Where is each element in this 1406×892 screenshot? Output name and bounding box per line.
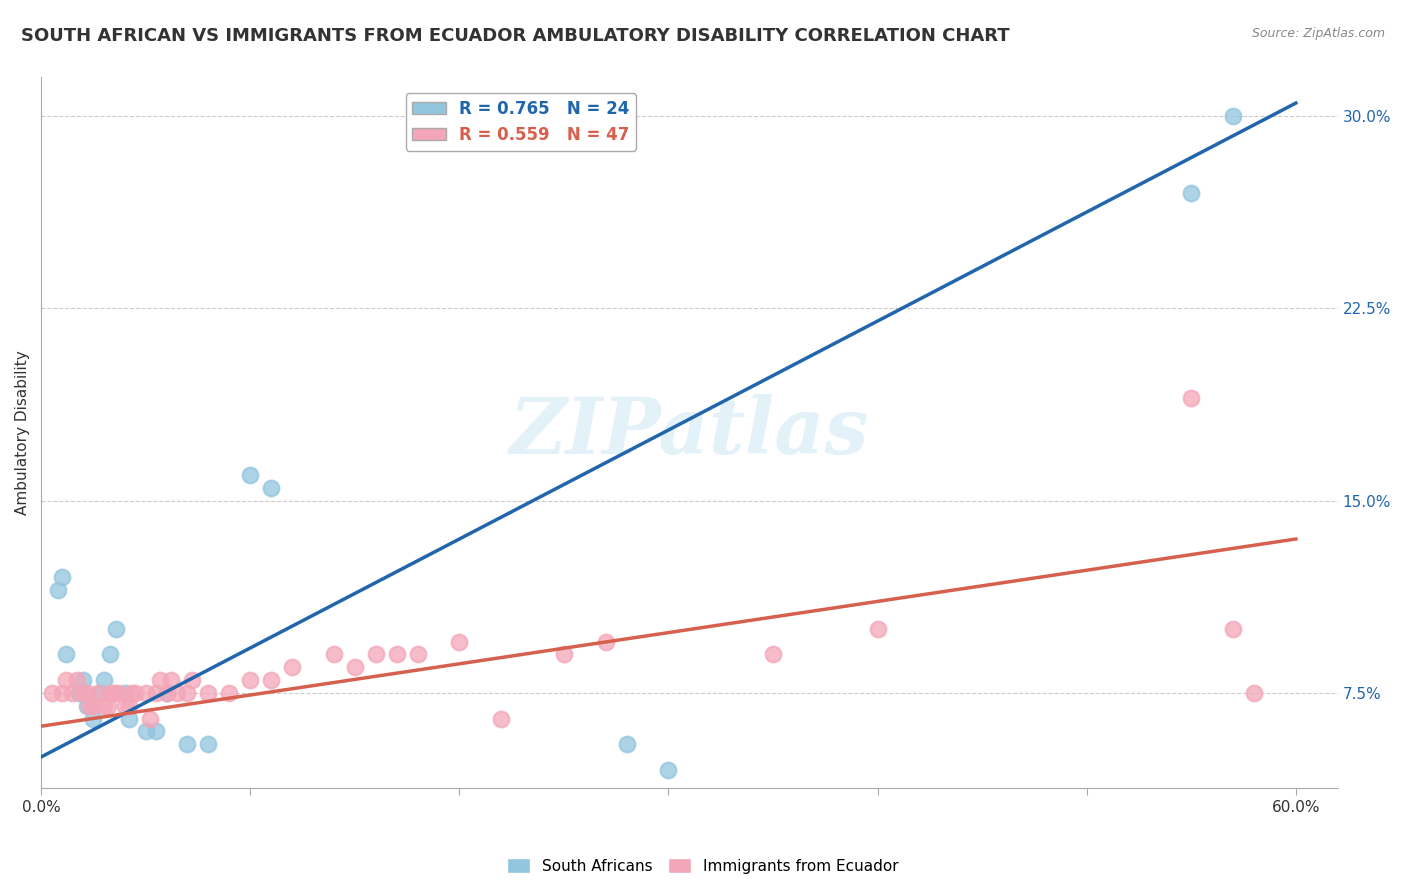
Point [595, 634, 617, 648]
Point [489, 712, 512, 726]
Point [260, 673, 283, 687]
Point [76, 698, 98, 713]
Point [93, 673, 115, 687]
Point [1222, 109, 1244, 123]
Point [197, 737, 219, 751]
Point [406, 648, 429, 662]
Point [66, 673, 89, 687]
Point [118, 698, 141, 713]
Text: SOUTH AFRICAN VS IMMIGRANTS FROM ECUADOR AMBULATORY DISABILITY CORRELATION CHART: SOUTH AFRICAN VS IMMIGRANTS FROM ECUADOR… [21, 27, 1010, 45]
Point [616, 737, 638, 751]
Point [105, 622, 128, 636]
Point [98, 648, 121, 662]
Point [260, 481, 283, 495]
Point [51, 686, 73, 700]
Point [118, 712, 141, 726]
Point [149, 673, 172, 687]
Point [281, 660, 304, 674]
Point [1243, 686, 1265, 700]
Point [62, 686, 84, 700]
Point [180, 673, 202, 687]
Legend: South Africans, Immigrants from Ecuador: South Africans, Immigrants from Ecuador [501, 852, 905, 880]
Y-axis label: Ambulatory Disability: Ambulatory Disability [15, 351, 30, 515]
Point [449, 634, 471, 648]
Point [114, 686, 136, 700]
Point [120, 686, 142, 700]
Point [159, 673, 181, 687]
Text: ZIPatlas: ZIPatlas [510, 394, 869, 471]
Point [155, 686, 177, 700]
Point [866, 622, 889, 636]
Point [239, 673, 262, 687]
Point [89, 686, 111, 700]
Point [553, 648, 575, 662]
Point [55, 648, 77, 662]
Point [46, 583, 69, 598]
Point [67, 686, 90, 700]
Point [657, 763, 679, 777]
Point [114, 698, 136, 713]
Point [166, 686, 188, 700]
Point [1180, 391, 1202, 405]
Point [97, 698, 120, 713]
Point [1222, 622, 1244, 636]
Point [145, 686, 167, 700]
Point [322, 648, 344, 662]
Point [218, 686, 240, 700]
Point [762, 648, 785, 662]
Point [76, 686, 98, 700]
Point [124, 686, 146, 700]
Point [135, 724, 157, 739]
Point [364, 648, 387, 662]
Point [176, 737, 198, 751]
Point [51, 570, 73, 584]
Point [239, 467, 262, 482]
Point [41, 686, 63, 700]
Legend: R = 0.765   N = 24, R = 0.559   N = 47: R = 0.765 N = 24, R = 0.559 N = 47 [406, 93, 636, 151]
Point [86, 686, 108, 700]
Point [82, 698, 104, 713]
Point [72, 686, 94, 700]
Text: Source: ZipAtlas.com: Source: ZipAtlas.com [1251, 27, 1385, 40]
Point [77, 698, 100, 713]
Point [343, 660, 366, 674]
Point [385, 648, 408, 662]
Point [145, 724, 167, 739]
Point [1180, 186, 1202, 200]
Point [93, 698, 115, 713]
Point [176, 686, 198, 700]
Point [72, 673, 94, 687]
Point [197, 686, 219, 700]
Point [98, 686, 121, 700]
Point [155, 686, 177, 700]
Point [139, 712, 162, 726]
Point [107, 686, 129, 700]
Point [82, 712, 104, 726]
Point [55, 673, 77, 687]
Point [103, 686, 125, 700]
Point [135, 686, 157, 700]
